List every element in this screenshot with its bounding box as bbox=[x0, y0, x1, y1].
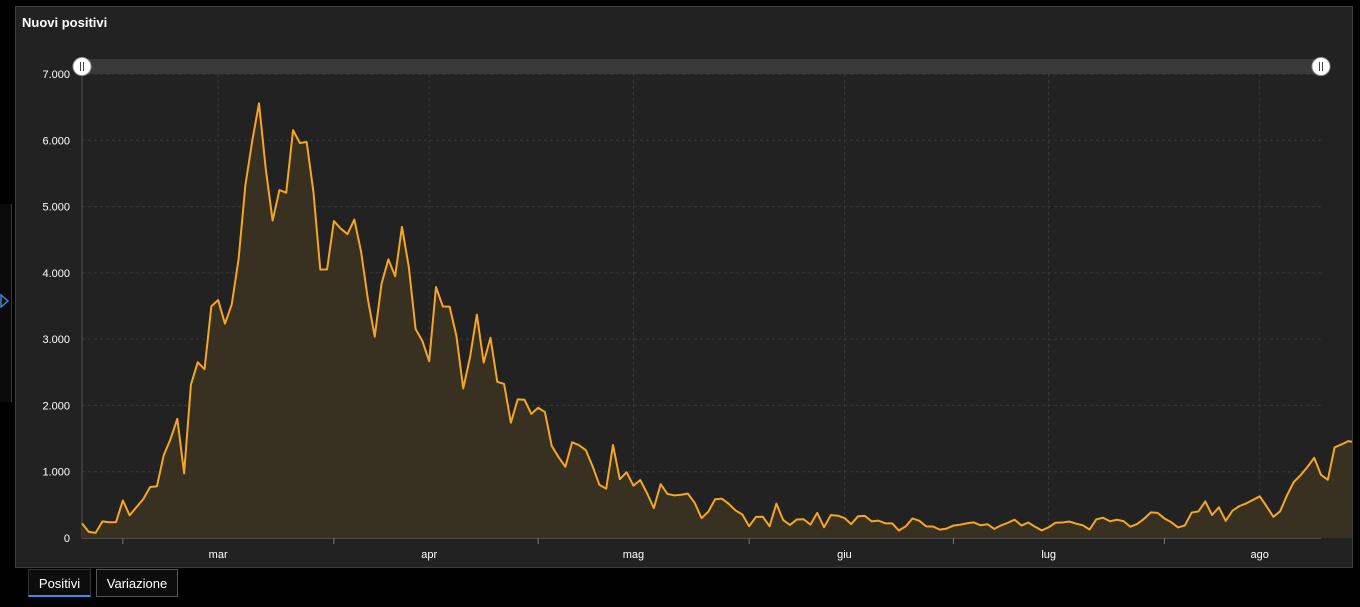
expand-panel-icon[interactable] bbox=[0, 294, 10, 308]
range-slider-handle-right[interactable] bbox=[1311, 57, 1331, 76]
y-tick-label: 5.000 bbox=[42, 202, 70, 214]
range-slider-handle-left[interactable] bbox=[72, 57, 92, 76]
x-tick-label: mag bbox=[623, 549, 644, 561]
y-tick-label: 2.000 bbox=[42, 400, 70, 412]
x-tick-label: ago bbox=[1251, 549, 1269, 561]
series-area bbox=[82, 103, 1352, 538]
y-tick-label: 1.000 bbox=[42, 467, 70, 479]
x-tick-label: giu bbox=[837, 549, 852, 561]
tab-variazione[interactable]: Variazione bbox=[96, 569, 178, 597]
line-area-chart: 0 1.000 2.000 3.000 4.000 5.000 6.000 7.000 mar a… bbox=[42, 57, 1352, 561]
x-tick-label: apr bbox=[421, 549, 437, 561]
y-tick-label: 4.000 bbox=[42, 268, 70, 280]
y-tick-label: 0 bbox=[64, 533, 70, 545]
chart-title: Nuovi positivi bbox=[22, 15, 108, 30]
chart-card: Nuovi positivi 0 1.000 2.000 3.000 4.000 5.00… bbox=[15, 6, 1353, 568]
range-slider-track[interactable] bbox=[82, 59, 1321, 74]
y-tick-label: 7.000 bbox=[42, 69, 70, 81]
y-tick-label: 3.000 bbox=[42, 334, 70, 346]
series-line bbox=[81, 102, 1352, 534]
x-tick-label: mar bbox=[209, 549, 228, 561]
tab-positivi[interactable]: Positivi bbox=[28, 569, 91, 597]
y-tick-label: 6.000 bbox=[42, 135, 70, 147]
x-tick-label: lug bbox=[1041, 549, 1056, 561]
